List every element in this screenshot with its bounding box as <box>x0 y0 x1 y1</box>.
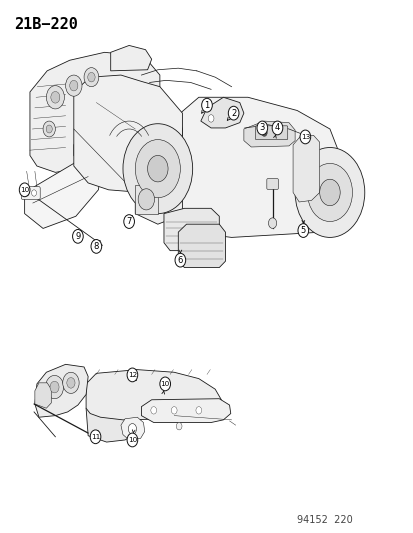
Circle shape <box>69 80 78 91</box>
Circle shape <box>171 407 177 414</box>
Circle shape <box>31 190 36 196</box>
Circle shape <box>175 253 185 267</box>
Text: 13: 13 <box>300 134 309 140</box>
Polygon shape <box>292 135 319 202</box>
Text: 10: 10 <box>20 187 29 193</box>
Text: 10: 10 <box>160 381 169 387</box>
Text: 21B−220: 21B−220 <box>14 17 78 32</box>
FancyBboxPatch shape <box>255 126 287 140</box>
Circle shape <box>63 372 79 393</box>
Circle shape <box>232 110 238 118</box>
Circle shape <box>46 86 64 109</box>
Circle shape <box>294 148 364 237</box>
Circle shape <box>256 121 267 135</box>
Polygon shape <box>35 365 88 417</box>
Circle shape <box>90 430 101 443</box>
Text: 11: 11 <box>91 434 100 440</box>
Polygon shape <box>243 121 294 147</box>
Circle shape <box>201 98 212 112</box>
Polygon shape <box>74 75 182 192</box>
Circle shape <box>127 368 138 382</box>
Polygon shape <box>200 98 243 128</box>
Polygon shape <box>110 45 151 71</box>
Circle shape <box>19 183 30 197</box>
Polygon shape <box>35 383 51 408</box>
Circle shape <box>299 130 310 144</box>
Circle shape <box>195 407 201 414</box>
Text: 5: 5 <box>300 226 305 235</box>
Circle shape <box>72 230 83 243</box>
Circle shape <box>297 224 308 237</box>
Text: 8: 8 <box>93 242 99 251</box>
Polygon shape <box>86 394 141 442</box>
Circle shape <box>176 423 182 430</box>
Text: 4: 4 <box>274 124 280 132</box>
FancyBboxPatch shape <box>266 179 278 189</box>
Polygon shape <box>24 132 102 229</box>
Circle shape <box>138 189 154 210</box>
Circle shape <box>24 190 29 196</box>
Circle shape <box>43 121 55 137</box>
Text: 94152  220: 94152 220 <box>297 514 352 524</box>
Circle shape <box>319 179 339 206</box>
Polygon shape <box>164 208 219 251</box>
Polygon shape <box>121 417 145 440</box>
Circle shape <box>127 433 138 447</box>
FancyBboxPatch shape <box>21 187 40 199</box>
Circle shape <box>45 375 64 399</box>
FancyBboxPatch shape <box>135 184 157 214</box>
Circle shape <box>268 218 276 229</box>
Text: 12: 12 <box>128 372 137 378</box>
Circle shape <box>88 72 95 82</box>
Circle shape <box>150 407 156 414</box>
Circle shape <box>84 68 99 87</box>
Circle shape <box>128 424 136 434</box>
Circle shape <box>208 115 214 122</box>
Circle shape <box>307 164 351 222</box>
Text: 9: 9 <box>75 232 81 241</box>
Circle shape <box>46 125 52 133</box>
Circle shape <box>147 156 168 182</box>
Circle shape <box>301 131 308 140</box>
Polygon shape <box>30 52 159 172</box>
Circle shape <box>65 75 82 96</box>
Polygon shape <box>174 98 337 237</box>
Text: 7: 7 <box>126 217 131 226</box>
Polygon shape <box>135 116 182 224</box>
Circle shape <box>135 140 180 198</box>
Text: 3: 3 <box>259 124 264 132</box>
Polygon shape <box>178 224 225 268</box>
Text: 10: 10 <box>128 437 137 443</box>
Circle shape <box>159 377 170 391</box>
Text: 2: 2 <box>230 109 236 118</box>
Circle shape <box>51 92 60 103</box>
Circle shape <box>271 121 282 135</box>
Polygon shape <box>141 399 230 423</box>
Circle shape <box>50 381 59 393</box>
Circle shape <box>123 124 192 214</box>
Circle shape <box>261 129 267 136</box>
Text: 1: 1 <box>204 101 209 110</box>
Polygon shape <box>86 369 221 420</box>
Circle shape <box>228 106 238 120</box>
Text: 6: 6 <box>177 256 183 265</box>
Circle shape <box>123 215 134 229</box>
Circle shape <box>66 377 75 388</box>
Circle shape <box>91 239 102 253</box>
